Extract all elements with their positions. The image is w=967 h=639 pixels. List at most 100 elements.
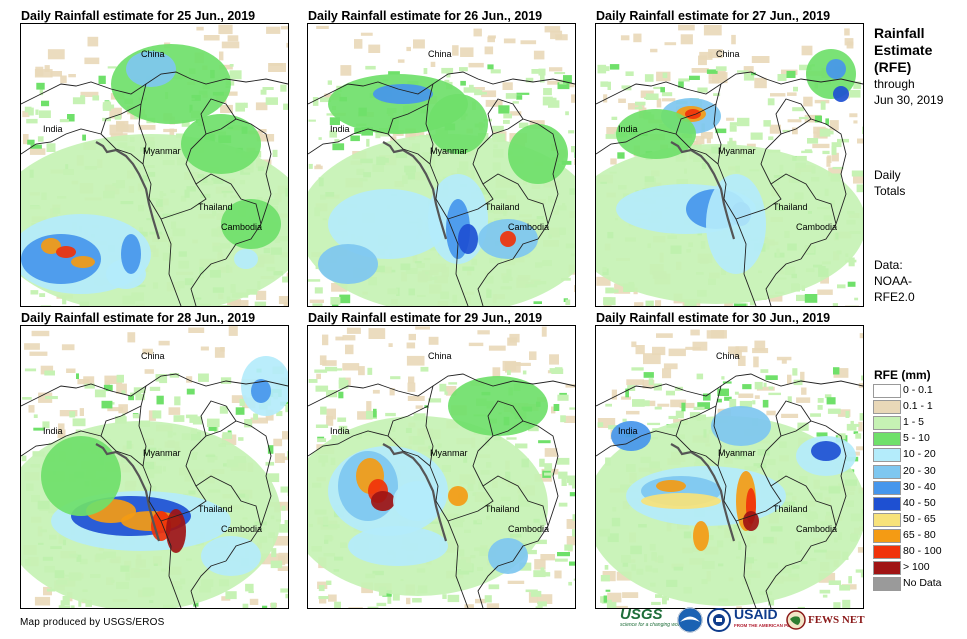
country-label-cambodia: Cambodia xyxy=(508,222,550,232)
rain-cell-light xyxy=(627,103,645,110)
rain-cell-light xyxy=(342,335,356,341)
rain-cell-light xyxy=(68,74,76,78)
rain-cell xyxy=(308,119,316,122)
rain-cell-light xyxy=(800,371,805,383)
country-label-myanmar: Myanmar xyxy=(143,146,181,156)
rain-cell xyxy=(314,369,328,373)
rain-cell xyxy=(318,137,322,140)
rain-cell xyxy=(572,529,575,537)
rain-cell-light xyxy=(566,83,575,88)
rain-cell-light xyxy=(813,126,826,134)
rain-cell-light xyxy=(492,367,501,378)
rain-cell xyxy=(41,100,50,107)
country-label-myanmar: Myanmar xyxy=(430,448,468,458)
legend-label: 80 - 100 xyxy=(903,545,942,557)
side-title-line2: Estimate xyxy=(874,42,933,58)
rain-cell-light xyxy=(534,559,546,570)
country-border xyxy=(308,71,575,105)
country-label-thailand: Thailand xyxy=(198,504,233,514)
rain-cell-light xyxy=(169,128,175,136)
legend-swatch xyxy=(873,512,901,527)
rain-cell xyxy=(729,137,733,143)
rain-cell xyxy=(653,383,662,391)
rain-cell xyxy=(716,398,722,403)
rain-cell xyxy=(272,149,278,157)
rain-cell xyxy=(793,379,803,386)
rain-cell-light xyxy=(597,418,616,428)
legend-label: 10 - 20 xyxy=(903,448,936,461)
rain-cell-light xyxy=(801,45,813,56)
rain-cell xyxy=(339,294,351,304)
rain-cell-light xyxy=(664,42,677,46)
rain-cell xyxy=(280,84,287,92)
rain-cell xyxy=(444,391,448,395)
rain-cell xyxy=(845,410,850,418)
rain-cell-light xyxy=(831,152,839,162)
rain-cell xyxy=(22,397,32,400)
rain-cell xyxy=(645,93,659,100)
rain-cell-light xyxy=(389,388,395,396)
rain-cell xyxy=(116,374,124,383)
rain-cell-light xyxy=(472,87,485,91)
side-info: Rainfall Estimate (RFE) through Jun 30, … xyxy=(874,25,943,108)
rain-cell xyxy=(24,106,32,113)
rain-cell-light xyxy=(502,82,513,90)
rain-cell xyxy=(715,128,727,134)
rain-cell-light xyxy=(319,355,327,365)
rain-blob xyxy=(348,526,448,566)
rain-cell xyxy=(833,602,841,608)
rain-cell-light xyxy=(219,51,224,61)
rain-cell xyxy=(544,463,553,471)
rain-cell xyxy=(173,415,185,422)
rain-cell xyxy=(678,78,690,82)
rain-cell-light xyxy=(203,35,220,41)
rain-cell xyxy=(607,81,611,90)
rain-cell xyxy=(569,561,575,566)
rain-cell xyxy=(244,419,253,428)
rain-cell xyxy=(644,74,654,82)
rain-cell xyxy=(229,70,242,80)
rain-cell-light xyxy=(274,453,285,463)
rain-cell xyxy=(350,135,360,142)
rain-cell-light xyxy=(468,342,484,347)
rain-cell-light xyxy=(345,344,354,355)
rain-cell-light xyxy=(710,330,727,339)
rain-cell xyxy=(320,97,332,103)
country-border xyxy=(472,400,524,487)
rain-cell-light xyxy=(614,283,631,294)
rain-cell-light xyxy=(118,404,128,414)
country-border xyxy=(21,430,102,457)
rain-cell xyxy=(530,590,542,597)
rain-cell xyxy=(317,438,327,443)
rain-cell xyxy=(807,138,819,144)
rain-cell-light xyxy=(678,24,695,31)
rain-cell-light xyxy=(261,553,279,565)
map-canvas xyxy=(21,24,288,306)
rain-cell xyxy=(447,594,460,603)
rain-cell xyxy=(762,399,769,408)
rain-cell-light xyxy=(409,131,425,137)
rain-cell xyxy=(684,300,697,306)
rain-cell-light xyxy=(309,299,324,303)
rain-cell xyxy=(831,142,842,148)
data-source-line1: NOAA- xyxy=(874,274,913,288)
footer-credit: Map produced by USGS/EROS xyxy=(20,617,165,628)
rain-cell xyxy=(270,560,283,569)
rain-cell-light xyxy=(796,397,811,403)
rain-cell xyxy=(824,394,832,399)
rain-cell xyxy=(842,599,851,608)
rain-cell xyxy=(308,279,321,282)
country-border xyxy=(713,83,757,306)
legend-swatch xyxy=(873,384,901,398)
rain-cell xyxy=(102,117,111,122)
rain-cell-light xyxy=(127,332,136,343)
rain-cell xyxy=(663,597,669,601)
rain-cell xyxy=(271,548,277,558)
rain-cell xyxy=(463,87,476,93)
rain-cell xyxy=(287,451,288,459)
rain-cell-light xyxy=(57,429,66,439)
legend-label: 20 - 30 xyxy=(903,464,936,477)
country-label-india: India xyxy=(330,426,350,436)
rain-cell xyxy=(35,109,39,115)
rain-cell xyxy=(428,398,442,403)
